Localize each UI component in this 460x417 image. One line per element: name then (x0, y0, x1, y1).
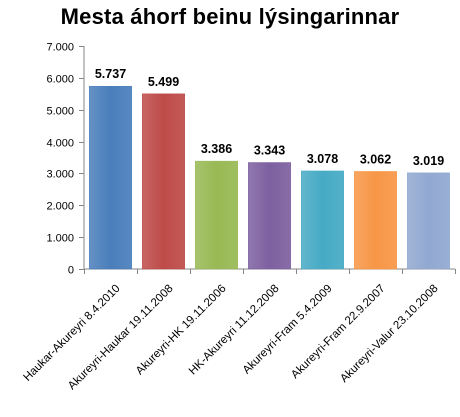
data-label-3: 3.386 (201, 142, 232, 156)
category-label-6: Akureyri-Fram 22.9.2007 (289, 283, 387, 381)
data-label-5: 3.078 (307, 152, 338, 166)
data-label-6: 3.062 (360, 152, 391, 166)
y-tick-label: 2.000 (46, 201, 74, 213)
bar-4 (248, 162, 291, 270)
category-label-3: Akureyri-HK 19.11.2006 (134, 283, 229, 378)
data-labels: 5.737 5.499 3.386 3.343 3.078 3.062 3.019 (95, 67, 444, 168)
y-tick-label: 1.000 (46, 233, 74, 245)
bar-7 (407, 172, 450, 270)
y-tick-label: 7.000 (46, 42, 74, 54)
data-label-1: 5.737 (95, 67, 126, 81)
category-label-5: Akureyri-Fram 5.4.2009 (241, 283, 335, 377)
data-label-4: 3.343 (254, 144, 285, 158)
y-tick-label: 5.000 (46, 106, 74, 118)
bar-5 (301, 170, 344, 270)
category-label-4: HK-Akureyri 11.12.2008 (187, 283, 282, 378)
bar-2 (142, 93, 185, 270)
bar-series (89, 85, 450, 270)
bar-1 (89, 85, 132, 270)
bar-6 (354, 171, 397, 270)
y-tick-label: 4.000 (46, 138, 74, 150)
y-tick-label: 6.000 (46, 74, 74, 86)
data-label-2: 5.499 (148, 75, 179, 89)
y-tick-label: 0 (68, 265, 74, 277)
data-label-7: 3.019 (413, 154, 444, 168)
category-label-2: Akureyri-Haukar 19.11.2008 (66, 283, 176, 393)
bar-3 (195, 160, 238, 270)
y-tick-label: 3.000 (46, 169, 74, 181)
chart-title: Mesta áhorf beinu lýsingarinnar (60, 4, 400, 29)
category-label-7: Akureyri-Valur 23.10.2008 (338, 283, 440, 385)
category-labels: Haukar-Akureyri 8.4.2010Akureyri-Haukar … (21, 283, 440, 393)
category-label-1: Haukar-Akureyri 8.4.2010 (21, 283, 122, 384)
